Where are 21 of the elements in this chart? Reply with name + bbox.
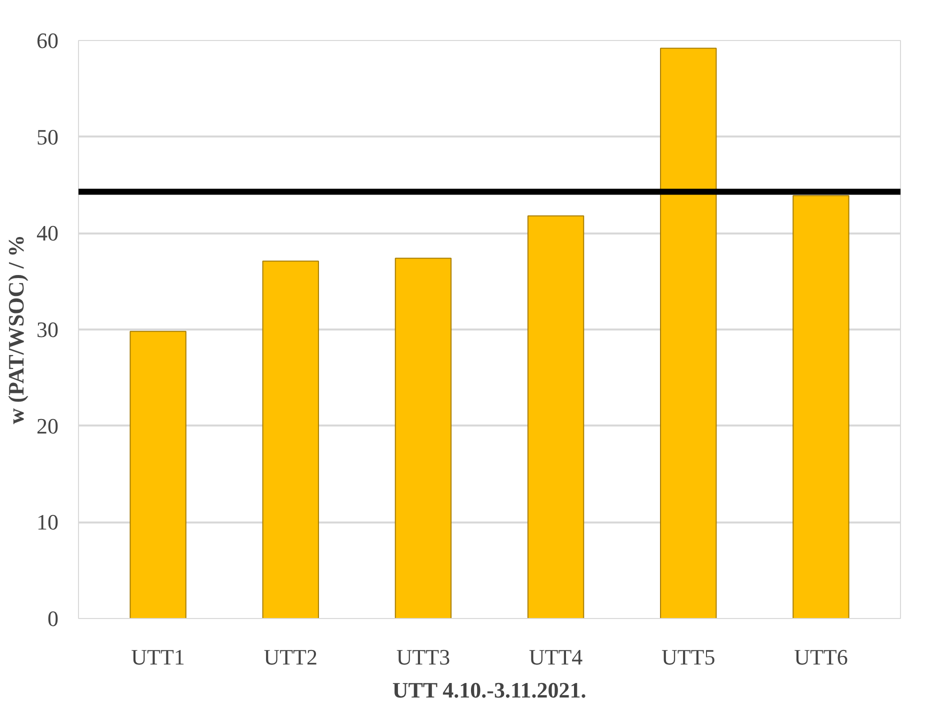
x-tick-label: UTT5 [661, 644, 716, 670]
bar [660, 48, 717, 618]
y-tick-label: 50 [36, 124, 58, 150]
bar [394, 258, 452, 618]
y-tick-label: 60 [36, 28, 58, 53]
x-tick-label: UTT4 [528, 644, 583, 670]
y-tick-label: 10 [36, 510, 58, 535]
y-tick-label: 0 [48, 606, 58, 631]
bar [262, 260, 319, 618]
bar [130, 330, 186, 618]
y-tick-label: 40 [36, 220, 58, 246]
x-tick-label: UTT3 [396, 644, 450, 670]
x-tick-label: UTT1 [131, 644, 185, 670]
y-tick-label: 30 [36, 317, 58, 342]
y-axis-title: w (PAT/WSOC) / % [4, 234, 28, 424]
x-tick-label: UTT6 [794, 644, 848, 670]
x-tick-label: UTT2 [264, 644, 318, 670]
y-tick-label: 20 [36, 413, 58, 438]
x-axis-title: UTT 4.10.-3.11.2021. [392, 678, 586, 702]
bar [792, 195, 850, 618]
bar [527, 215, 584, 618]
